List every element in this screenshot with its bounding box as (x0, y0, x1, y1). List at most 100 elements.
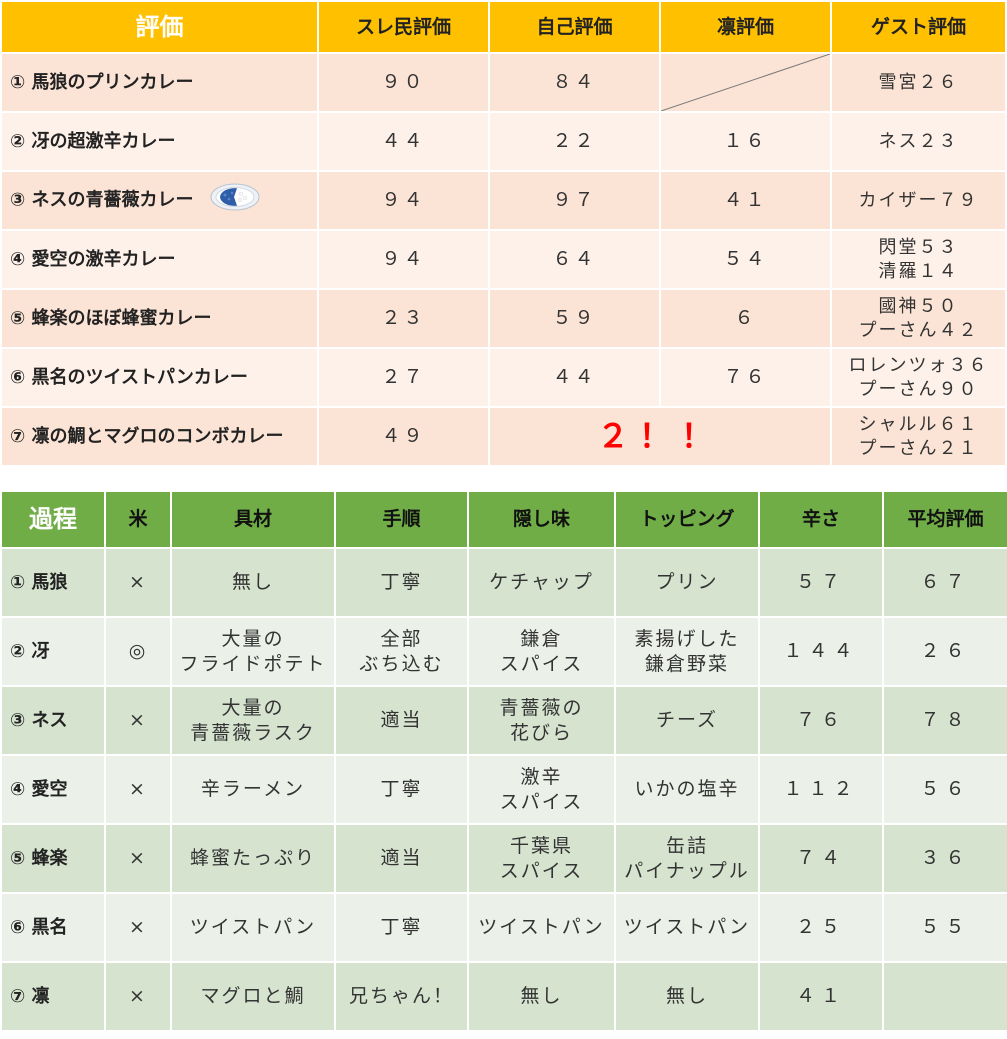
topping-cell: ツイストパン (616, 894, 758, 961)
ingredients-cell-line-2: 青薔薇ラスク (190, 721, 316, 744)
topping-header: トッピング (616, 492, 758, 547)
spiciness-cell: ５７ (760, 549, 882, 616)
ingredients-header: 具材 (172, 492, 334, 547)
table-row: ③ ネス × 大量の 青薔薇ラスク 適当 青薔薇の 花びら チーズ ７６ ７８ (2, 687, 1007, 754)
procedure-cell-line-1: 丁寧 (380, 916, 423, 938)
spiciness-cell: ２５ (760, 894, 882, 961)
thread-score: ２７ (319, 349, 488, 406)
table-row: ① 馬狼のプリンカレー ９０ ８４ 雪宮２６ (2, 54, 1005, 111)
thread-eval-header: スレ民評価 (319, 2, 488, 52)
table-row: ② 冴 ◎ 大量の フライドポテト 全部 ぶち込む 鎌倉 スパイス 素揚げした 鎌倉野菜 １４４ ２６ (2, 618, 1007, 685)
rin-score: ７６ (661, 349, 830, 406)
guest-score-2: プーさん４２ (858, 319, 979, 341)
procedure-cell: 兄ちゃん！ (336, 963, 467, 1030)
spiciness-cell: １１２ (760, 756, 882, 823)
ingredients-cell-line-1: 無し (231, 571, 274, 593)
process-table: 過程 米 具材 手順 隠し味 トッピング 辛さ 平均評価 ① 馬狼 × 無し 丁寧 ケチ… (0, 490, 1007, 1032)
secret-ingredient-cell: 激辛 スパイス (469, 756, 614, 823)
guest-eval-header: ゲスト評価 (832, 2, 1005, 52)
procedure-cell-line-1: 丁寧 (380, 571, 423, 593)
merged-score: ２！！ (490, 408, 830, 465)
average-eval-header: 平均評価 (884, 492, 1007, 547)
secret-ingredient-cell: ケチャップ (469, 549, 614, 616)
ingredients-cell-line-2: フライドポテト (179, 652, 327, 675)
topping-cell: プリン (616, 549, 758, 616)
topping-cell: 缶詰 パイナップル (616, 825, 758, 892)
curry-name: ⑦ 凛の鯛とマグロのコンボカレー (2, 408, 317, 465)
topping-cell: チーズ (616, 687, 758, 754)
ingredients-cell: マグロと鯛 (172, 963, 334, 1030)
secret-ingredient-cell-line-2: スパイス (499, 790, 584, 813)
table-row: ⑦ 凛 × マグロと鯛 兄ちゃん！ 無し 無し ４１ (2, 963, 1007, 1030)
average-eval-cell: ７８ (884, 687, 1007, 754)
curry-name: ② 冴の超激辛カレー (2, 113, 317, 170)
thread-score: ９４ (319, 172, 488, 229)
secret-ingredient-cell: 鎌倉 スパイス (469, 618, 614, 685)
process-name: ⑤ 蜂楽 (2, 825, 104, 892)
rice-header: 米 (106, 492, 170, 547)
self-score: ２２ (490, 113, 659, 170)
guest-score: 國神５０ プーさん４２ (832, 290, 1005, 347)
guest-score-1: 閃堂５３ (878, 236, 959, 258)
self-score: ５９ (490, 290, 659, 347)
blue-rose-curry-plate-icon (210, 183, 260, 218)
guest-score: 雪宮２６ (832, 54, 1005, 111)
self-score: ４４ (490, 349, 659, 406)
average-eval-cell (884, 963, 1007, 1030)
thread-score: ４９ (319, 408, 488, 465)
guest-score-1: シャルル６１ (858, 413, 979, 435)
secret-ingredient-cell: 無し (469, 963, 614, 1030)
curry-name: ⑤ 蜂楽のほぼ蜂蜜カレー (2, 290, 317, 347)
average-eval-cell: ３６ (884, 825, 1007, 892)
process-header: 過程 (2, 492, 104, 547)
rice-cell: × (106, 825, 170, 892)
table-row: ① 馬狼 × 無し 丁寧 ケチャップ プリン ５７ ６７ (2, 549, 1007, 616)
procedure-cell-line-2: ぶち込む (359, 652, 444, 675)
guest-score: 閃堂５３ 清羅１４ (832, 231, 1005, 288)
table-row: ⑤ 蜂楽のほぼ蜂蜜カレー ２３ ５９ ６ 國神５０ プーさん４２ (2, 290, 1005, 347)
thread-score: ９４ (319, 231, 488, 288)
curry-name: ④ 愛空の激辛カレー (2, 231, 317, 288)
topping-cell: 素揚げした 鎌倉野菜 (616, 618, 758, 685)
topping-cell-line-1: ツイストパン (623, 916, 751, 938)
spiciness-cell: ７６ (760, 687, 882, 754)
process-name: ⑦ 凛 (2, 963, 104, 1030)
table-row: ⑥ 黒名のツイストパンカレー ２７ ４４ ７６ ロレンツォ３６ プーさん９０ (2, 349, 1005, 406)
average-eval-cell: ６７ (884, 549, 1007, 616)
secret-ingredient-cell-line-1: 無し (520, 985, 563, 1007)
procedure-cell-line-1: 全部 (380, 627, 423, 650)
secret-ingredient-cell-line-2: スパイス (499, 859, 584, 882)
procedure-cell: 丁寧 (336, 894, 467, 961)
curry-name-cell: ③ ネスの青薔薇カレー (2, 172, 317, 229)
ingredients-cell-line-1: ツイストパン (189, 916, 317, 938)
process-name: ② 冴 (2, 618, 104, 685)
secret-ingredient-cell-line-2: スパイス (499, 652, 584, 675)
secret-ingredient-cell: ツイストパン (469, 894, 614, 961)
curry-name: ③ ネスの青薔薇カレー (10, 189, 194, 211)
guest-score-1: カイザー７９ (858, 189, 979, 211)
rice-cell: × (106, 756, 170, 823)
secret-ingredient-cell-line-1: 千葉県 (509, 834, 573, 857)
rice-cell: × (106, 963, 170, 1030)
guest-score-1: ロレンツォ３６ (848, 354, 989, 376)
ingredients-cell: 無し (172, 549, 334, 616)
topping-cell-line-1: チーズ (655, 709, 719, 731)
self-score: ９７ (490, 172, 659, 229)
secret-ingredient-cell-line-1: 激辛 (520, 765, 563, 788)
guest-score: シャルル６１ プーさん２１ (832, 408, 1005, 465)
topping-cell-line-1: 無し (665, 985, 708, 1007)
rin-score: １６ (661, 113, 830, 170)
procedure-cell: 全部 ぶち込む (336, 618, 467, 685)
ingredients-cell: 大量の 青薔薇ラスク (172, 687, 334, 754)
secret-ingredient-cell: 千葉県 スパイス (469, 825, 614, 892)
rice-cell: × (106, 549, 170, 616)
process-name: ④ 愛空 (2, 756, 104, 823)
secret-ingredient-header: 隠し味 (469, 492, 614, 547)
rin-score: ６ (661, 290, 830, 347)
rin-eval-header: 凛評価 (661, 2, 830, 52)
ingredients-cell: 大量の フライドポテト (172, 618, 334, 685)
process-name: ① 馬狼 (2, 549, 104, 616)
topping-cell-line-2: 鎌倉野菜 (644, 652, 729, 675)
procedure-cell-line-1: 丁寧 (380, 778, 423, 800)
curry-name: ⑥ 黒名のツイストパンカレー (2, 349, 317, 406)
